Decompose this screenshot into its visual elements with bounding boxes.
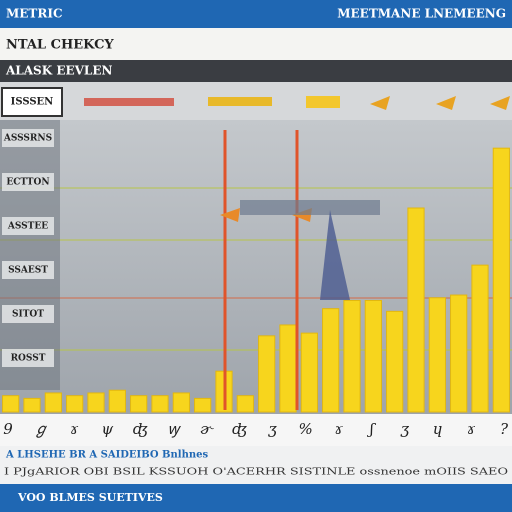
bar bbox=[428, 297, 446, 413]
bar bbox=[130, 395, 148, 413]
sidebar-label: ASSSRNS bbox=[3, 134, 52, 144]
sidebar-item bbox=[2, 217, 54, 235]
x-tick-label: ɤ bbox=[334, 420, 343, 438]
bar bbox=[279, 324, 297, 413]
bar bbox=[172, 392, 190, 413]
title: NTAL CHEKCY bbox=[6, 38, 114, 53]
x-tick-label: ʤ bbox=[133, 420, 149, 438]
x-tick-label: 9 bbox=[3, 420, 13, 438]
toolbar-icon bbox=[208, 97, 272, 106]
header-left: METRIC bbox=[6, 7, 63, 21]
x-tick-label: ʃ bbox=[367, 420, 377, 438]
sidebar-item bbox=[2, 261, 54, 279]
sidebar-label: SSAEST bbox=[8, 266, 48, 276]
toolbar-button[interactable] bbox=[1, 87, 63, 117]
bar bbox=[44, 392, 62, 413]
footnote: I PJgARIOR OBI BSIL KSSUOH O'ACERHR SIST… bbox=[4, 468, 508, 478]
x-tick-label: ɤ bbox=[70, 420, 79, 438]
sidebar-item bbox=[2, 305, 54, 323]
overlay-shape bbox=[320, 210, 350, 300]
sidebar-label: SITOT bbox=[12, 310, 44, 320]
bar bbox=[2, 395, 20, 413]
bar bbox=[471, 264, 489, 413]
sidebar-label: ROSST bbox=[11, 354, 46, 364]
x-tick-label: % bbox=[298, 420, 312, 438]
bar bbox=[386, 310, 404, 413]
axis-row bbox=[0, 414, 512, 446]
x-tick-label: ɚ bbox=[200, 420, 214, 438]
toolbar-icon bbox=[490, 96, 510, 110]
chart-area bbox=[0, 120, 512, 414]
sidebar-item bbox=[2, 129, 54, 147]
toolbar-icon bbox=[436, 96, 456, 110]
x-tick-label: ɥ bbox=[433, 420, 443, 438]
overlay-shape bbox=[240, 200, 380, 215]
footer: VOO BLMES SUETIVES bbox=[17, 491, 163, 504]
bar bbox=[258, 335, 276, 413]
marker-arrow bbox=[220, 208, 240, 222]
x-tick-label: ℊ bbox=[34, 420, 49, 438]
bar bbox=[23, 397, 41, 413]
bar bbox=[450, 294, 468, 413]
x-tick-label: ? bbox=[500, 420, 509, 438]
bar bbox=[364, 299, 382, 413]
title-bar bbox=[0, 28, 512, 60]
toolbar-icon bbox=[370, 96, 390, 110]
bar bbox=[300, 332, 318, 413]
subtitle-bar bbox=[0, 60, 512, 82]
caption: A LHSEHE BR A SAIDEIBO Bnlhnes bbox=[5, 450, 208, 461]
caption-area bbox=[0, 446, 512, 484]
toolbar-icon bbox=[306, 96, 340, 108]
bar bbox=[322, 308, 340, 413]
bar bbox=[66, 395, 84, 413]
bar bbox=[108, 389, 126, 413]
sidebar-label: ASSTEE bbox=[7, 222, 48, 232]
header-bar bbox=[0, 0, 512, 28]
bar bbox=[407, 207, 425, 413]
bar bbox=[87, 392, 105, 413]
x-tick-label: ψ bbox=[101, 420, 113, 438]
subtitle: ALASK EEVLEN bbox=[5, 64, 113, 78]
bar bbox=[236, 395, 254, 413]
bar bbox=[151, 395, 169, 413]
x-tick-label: ʒ bbox=[400, 420, 410, 438]
x-tick-label: ɤ bbox=[467, 420, 476, 438]
x-tick-label: ꝡ bbox=[168, 420, 182, 438]
bar bbox=[194, 397, 212, 413]
x-tick-label: ʒ bbox=[267, 420, 277, 438]
toolbar-button-label: ISSSEN bbox=[11, 97, 54, 108]
x-tick-label: ʤ bbox=[232, 420, 248, 438]
toolbar-icon bbox=[84, 98, 174, 106]
bar bbox=[343, 299, 361, 413]
bar bbox=[492, 147, 510, 413]
footer-bar bbox=[0, 484, 512, 512]
sidebar bbox=[0, 120, 60, 390]
sidebar-item bbox=[2, 349, 54, 367]
sidebar-item bbox=[2, 173, 54, 191]
header-right: MEETMANE LNEMEENG bbox=[337, 7, 506, 21]
sidebar-label: ECTTON bbox=[6, 178, 49, 188]
